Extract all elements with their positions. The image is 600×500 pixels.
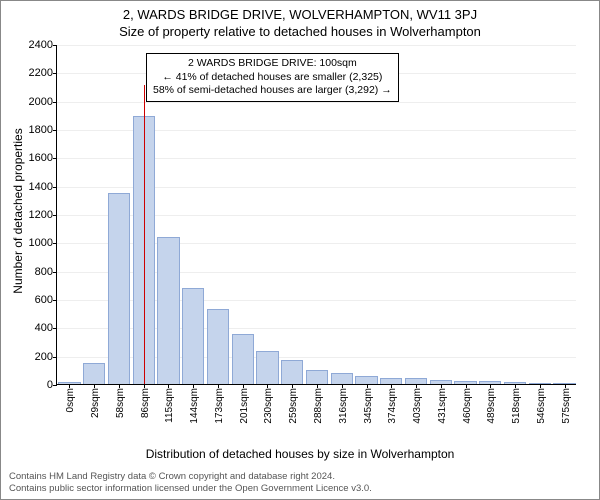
attribution-line1: Contains HM Land Registry data © Crown c… — [9, 471, 372, 483]
xtick-label: 345sqm — [363, 388, 374, 424]
xtick-label: 431sqm — [437, 388, 448, 424]
xtick-label: 288sqm — [313, 388, 324, 424]
ytick-label: 2400 — [29, 39, 53, 51]
xtick-label: 115sqm — [164, 388, 175, 423]
ytick-label: 1200 — [29, 209, 53, 221]
ytick-label: 1600 — [29, 152, 53, 164]
ytick-label: 1800 — [29, 124, 53, 136]
xtick-label: 58sqm — [115, 388, 126, 418]
ytick-label: 1400 — [29, 181, 53, 193]
ytick-label: 600 — [35, 294, 53, 306]
chart-area: 0200400600800100012001400160018002000220… — [56, 45, 576, 385]
ytick-label: 0 — [47, 379, 53, 391]
histogram-bar — [281, 360, 303, 384]
page-subtitle: Size of property relative to detached ho… — [1, 22, 599, 43]
property-marker-line — [144, 85, 145, 384]
xtick-label: 575sqm — [561, 388, 572, 424]
xtick-label: 374sqm — [387, 388, 398, 424]
xtick-label: 546sqm — [536, 388, 547, 424]
histogram-bar — [157, 237, 179, 384]
ytick-label: 1000 — [29, 237, 53, 249]
histogram-bar — [355, 376, 377, 385]
xtick-label: 259sqm — [288, 388, 299, 424]
annotation-line1: 2 WARDS BRIDGE DRIVE: 100sqm — [153, 57, 392, 71]
xtick-label: 489sqm — [486, 388, 497, 424]
ytick-label: 2000 — [29, 96, 53, 108]
ytick-mark — [53, 73, 57, 74]
chart-container: 2, WARDS BRIDGE DRIVE, WOLVERHAMPTON, WV… — [0, 0, 600, 500]
xtick-label: 403sqm — [412, 388, 423, 424]
ytick-mark — [53, 328, 57, 329]
ytick-label: 200 — [35, 351, 53, 363]
histogram-bar — [306, 370, 328, 384]
ytick-mark — [53, 243, 57, 244]
xtick-label: 173sqm — [214, 388, 225, 424]
ytick-mark — [53, 158, 57, 159]
gridline — [57, 45, 576, 46]
ytick-mark — [53, 300, 57, 301]
ytick-label: 800 — [35, 266, 53, 278]
xtick-label: 29sqm — [90, 388, 101, 418]
histogram-bar — [108, 193, 130, 384]
ytick-mark — [53, 272, 57, 273]
histogram-bar — [83, 363, 105, 384]
xtick-label: 316sqm — [338, 388, 349, 424]
attribution-line2: Contains public sector information licen… — [9, 483, 372, 495]
xtick-label: 460sqm — [462, 388, 473, 424]
xtick-label: 144sqm — [189, 388, 200, 424]
ytick-mark — [53, 130, 57, 131]
ytick-mark — [53, 385, 57, 386]
x-axis-title: Distribution of detached houses by size … — [1, 447, 599, 461]
annotation-line3: 58% of semi-detached houses are larger (… — [153, 84, 392, 98]
ytick-mark — [53, 215, 57, 216]
histogram-bar — [256, 351, 278, 384]
y-axis-title: Number of detached properties — [11, 128, 25, 293]
page-title-address: 2, WARDS BRIDGE DRIVE, WOLVERHAMPTON, WV… — [1, 1, 599, 22]
ytick-label: 2200 — [29, 67, 53, 79]
ytick-mark — [53, 45, 57, 46]
attribution: Contains HM Land Registry data © Crown c… — [9, 471, 372, 495]
annotation-line2: ← 41% of detached houses are smaller (2,… — [153, 71, 392, 85]
histogram-bar — [331, 373, 353, 384]
xtick-label: 86sqm — [140, 388, 151, 418]
xtick-label: 230sqm — [263, 388, 274, 424]
histogram-bar — [182, 288, 204, 384]
xtick-label: 518sqm — [511, 388, 522, 424]
ytick-label: 400 — [35, 322, 53, 334]
histogram-bar — [232, 334, 254, 384]
annotation-box: 2 WARDS BRIDGE DRIVE: 100sqm ← 41% of de… — [146, 53, 399, 102]
xtick-label: 0sqm — [65, 388, 76, 412]
ytick-mark — [53, 187, 57, 188]
ytick-mark — [53, 102, 57, 103]
ytick-mark — [53, 357, 57, 358]
xtick-label: 201sqm — [239, 388, 250, 424]
histogram-bar — [207, 309, 229, 384]
